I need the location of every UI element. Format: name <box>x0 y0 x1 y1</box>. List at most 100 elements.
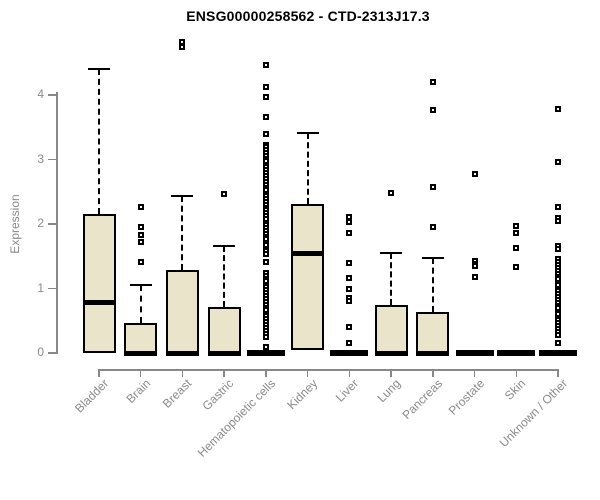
median-line <box>416 350 450 356</box>
outlier-point <box>513 244 520 251</box>
box-pancreas <box>416 312 450 353</box>
outlier-point <box>555 203 561 210</box>
upper-whisker-cap <box>380 252 403 255</box>
x-axis-tick <box>432 369 434 377</box>
outlier-point <box>346 260 353 267</box>
median-line <box>291 251 325 257</box>
x-axis-line <box>98 369 559 371</box>
box-lung <box>374 304 408 353</box>
upper-whisker <box>181 196 184 271</box>
outlier-point <box>555 217 561 224</box>
outlier-point <box>513 263 520 270</box>
y-axis-tick <box>48 158 56 160</box>
y-axis-tick <box>48 287 56 289</box>
y-tick-label: 4 <box>37 87 44 101</box>
upper-whisker <box>223 245 226 307</box>
outlier-point <box>471 262 478 269</box>
upper-whisker-cap <box>296 132 319 135</box>
outlier-point <box>262 113 269 120</box>
x-tick-label: Prostate <box>445 376 487 418</box>
outlier-point <box>262 251 269 258</box>
box-breast <box>165 270 199 353</box>
upper-whisker <box>431 258 434 313</box>
outlier-point <box>513 222 520 229</box>
x-axis-tick <box>390 369 392 377</box>
x-axis-tick <box>223 369 225 377</box>
median-line <box>82 300 116 306</box>
outlier-point <box>346 324 353 331</box>
x-axis-tick <box>473 369 476 377</box>
outlier-point <box>262 343 269 350</box>
outlier-point <box>429 184 436 191</box>
y-tick-label: 1 <box>37 280 44 295</box>
outlier-point <box>471 273 478 280</box>
box-bladder <box>82 214 116 353</box>
y-axis-tick <box>48 223 56 225</box>
x-axis-tick <box>265 369 267 377</box>
outlier-point <box>429 106 436 113</box>
y-tick-label: 3 <box>37 151 44 166</box>
outlier-point <box>262 259 269 266</box>
outlier-point <box>388 190 395 197</box>
outlier-point <box>346 298 353 305</box>
outlier-point <box>429 79 436 86</box>
x-tick-label: Breast <box>160 376 195 411</box>
box-kidney <box>291 204 325 350</box>
outlier-point <box>137 231 144 238</box>
x-tick-label: Hematopoietic cells <box>194 376 279 460</box>
median-line-collapsed <box>330 350 369 356</box>
outlier-point <box>346 230 353 237</box>
x-axis-tick <box>139 369 142 377</box>
upper-whisker <box>98 69 100 215</box>
y-tick-label: 0 <box>37 345 44 359</box>
median-line <box>207 350 241 356</box>
upper-whisker <box>306 133 309 204</box>
upper-whisker <box>390 253 393 305</box>
outlier-point <box>346 213 353 220</box>
x-tick-label: Bladder <box>72 376 112 416</box>
outlier-point <box>137 259 144 266</box>
upper-whisker-cap <box>129 283 152 286</box>
x-tick-label: Kidney <box>283 376 320 413</box>
y-axis-tick <box>48 352 56 354</box>
outlier-point <box>471 170 478 177</box>
outlier-point <box>513 230 520 237</box>
outlier-point <box>262 83 269 90</box>
outlier-point <box>555 246 561 253</box>
upper-whisker-cap <box>171 195 194 198</box>
x-tick-label: Liver <box>333 376 362 405</box>
outlier-point <box>137 239 144 246</box>
outlier-point <box>346 275 353 282</box>
outlier-point <box>262 61 269 68</box>
x-axis-tick <box>515 369 518 377</box>
outlier-point <box>429 224 436 231</box>
outlier-point <box>346 285 353 292</box>
x-axis-tick <box>181 369 184 377</box>
y-axis-line <box>56 92 58 354</box>
x-tick-label: Pancreas <box>399 376 446 423</box>
median-line-collapsed <box>539 350 577 356</box>
box-brain <box>124 322 158 353</box>
median-line <box>165 350 199 356</box>
outlier-point <box>262 215 269 222</box>
x-tick-label: Skin <box>502 376 529 403</box>
outlier-point <box>179 44 186 51</box>
y-axis-tick <box>48 94 56 96</box>
outlier-point <box>262 93 269 100</box>
outlier-point <box>346 340 353 347</box>
x-axis-tick <box>306 369 309 377</box>
upper-whisker-cap <box>213 244 236 247</box>
outlier-point <box>221 191 228 198</box>
outlier-point <box>555 339 561 346</box>
outlier-point <box>262 333 269 340</box>
x-axis-tick <box>98 369 100 377</box>
y-tick-label: 2 <box>37 216 44 230</box>
outlier-point <box>555 159 561 166</box>
upper-whisker <box>139 284 142 323</box>
chart-title: ENSG00000258562 - CTD-2313J17.3 <box>186 8 430 24</box>
outlier-point <box>179 39 186 46</box>
box-gastric <box>207 306 241 353</box>
upper-whisker-cap <box>88 68 110 71</box>
x-tick-label: Lung <box>374 376 404 406</box>
